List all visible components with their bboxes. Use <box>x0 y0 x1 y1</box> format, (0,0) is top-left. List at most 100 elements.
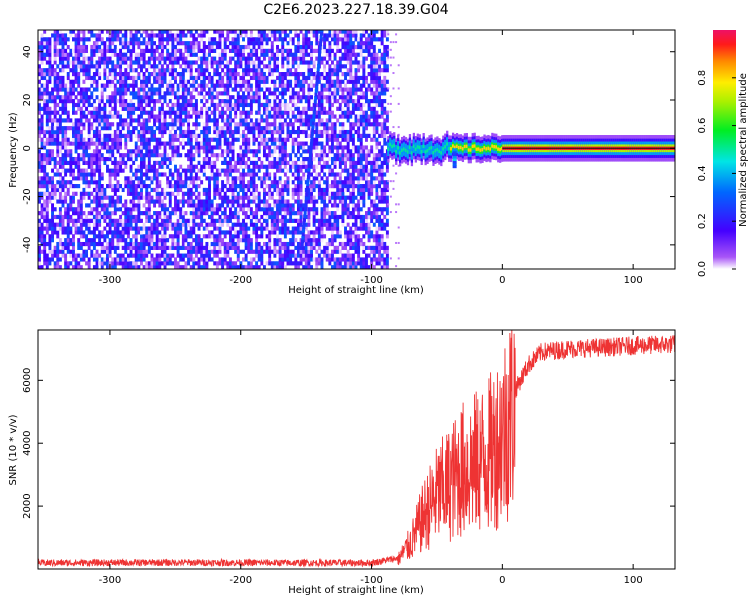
spectrogram-cell <box>160 83 164 88</box>
spectrogram-cell <box>66 72 70 77</box>
spectrogram-cell <box>310 195 313 200</box>
spectrogram-cell <box>92 87 96 92</box>
spectrogram-cell <box>200 91 204 96</box>
spectrogram-cell <box>283 72 287 77</box>
spectrogram-cell <box>82 153 86 158</box>
spectrogram-cell <box>197 234 201 239</box>
spectrogram-cell <box>228 72 232 77</box>
spectrogram-cell <box>134 41 138 46</box>
spectrogram-cell <box>56 245 60 250</box>
spectrogram-cell <box>336 187 340 193</box>
spectrogram-cell <box>270 261 274 266</box>
spectrogram-cell <box>187 141 191 146</box>
spectrogram-cell <box>215 83 219 88</box>
spectrogram-cell <box>231 195 235 200</box>
spectrogram-cell <box>179 253 183 258</box>
spectrogram-cell <box>155 176 159 181</box>
spectrogram-cell <box>200 68 204 73</box>
spectrogram-cell <box>278 238 282 243</box>
spectrogram-cell <box>330 95 334 100</box>
spectrogram-cell <box>74 64 78 69</box>
spectrogram-cell <box>179 83 183 88</box>
spectrogram-cell <box>296 79 300 84</box>
spectrogram-cell <box>64 261 68 266</box>
spectrogram-cell <box>281 265 285 269</box>
spectrogram-cell <box>236 41 240 46</box>
spectrogram-cell <box>189 102 193 108</box>
spectrogram-cell <box>255 222 259 227</box>
spectrogram-cell <box>158 245 162 250</box>
spectrogram-cell <box>176 191 180 196</box>
spectrogram-cell <box>106 37 109 42</box>
spectrogram-cell <box>103 75 107 81</box>
spectrogram-cell <box>45 72 49 77</box>
spectrogram-cell <box>95 83 99 88</box>
spectrogram-cell <box>189 211 193 216</box>
spectrogram-cell <box>236 156 240 162</box>
spectrogram-cell <box>239 199 243 204</box>
spectrogram-cell <box>38 265 41 269</box>
spectrogram-cell <box>270 222 274 227</box>
spectrogram-cell <box>155 48 159 53</box>
spectrogram-cell <box>328 149 332 154</box>
spectrogram-cell <box>106 64 109 69</box>
spectrogram-cell <box>142 145 146 150</box>
spectrogram-cell <box>294 137 298 142</box>
spectrogram-cell <box>79 44 83 50</box>
spectrogram-cell <box>72 253 75 258</box>
spectrogram-cell <box>210 214 214 220</box>
spectrogram-cell <box>265 199 269 204</box>
spectrogram-cell <box>257 44 261 50</box>
spectrogram-cell <box>184 211 188 216</box>
spectrogram-cell <box>187 241 191 247</box>
spectrogram-cell <box>192 102 196 108</box>
spectrogram-cell <box>64 99 68 104</box>
spectrogram-cell <box>100 214 104 220</box>
spectrogram-cell <box>171 137 175 142</box>
spectrogram-cell <box>239 52 243 57</box>
spectrogram-cell <box>289 214 293 220</box>
spectrogram-cell <box>210 257 214 262</box>
spectrogram-cell <box>124 241 128 247</box>
spectrogram-cell <box>231 265 235 269</box>
spectrogram-cell <box>106 207 109 212</box>
spectrogram-cell <box>40 41 44 46</box>
spectrogram-cell <box>189 41 193 46</box>
spectrogram-cell <box>113 48 117 53</box>
spectrogram-cell <box>51 211 54 216</box>
spectrogram-cell <box>51 187 54 193</box>
spectrogram-cell <box>187 203 191 208</box>
spectrogram-cell <box>77 203 81 208</box>
spectrogram-cell <box>244 160 248 166</box>
spectrogram-cell <box>296 218 300 223</box>
spectrogram-cell <box>286 72 290 77</box>
spectrogram-cell <box>197 184 201 189</box>
spectrogram-cell <box>53 245 57 250</box>
spectrogram-cell <box>137 114 141 119</box>
spectrogram-cell <box>184 106 188 111</box>
spectrogram-cell <box>163 211 167 216</box>
spectrogram-cell <box>66 218 70 223</box>
spectrogram-cell <box>242 56 245 61</box>
spectrogram-cell <box>244 214 248 220</box>
spectrogram-cell <box>38 110 41 115</box>
spectrogram-cell <box>113 222 117 227</box>
spectrogram-cell <box>325 72 329 77</box>
spectrogram-cell <box>231 106 235 111</box>
spectrogram-cell <box>283 87 287 92</box>
spectrogram-cell <box>218 52 222 57</box>
spectrogram-cell <box>45 126 49 131</box>
spectrogram-cell <box>194 30 198 34</box>
spectrogram-cell <box>38 261 41 266</box>
spectrogram-cell <box>134 33 138 38</box>
spectrogram-cell <box>231 87 235 92</box>
spectrogram-cell <box>100 234 104 239</box>
spectrogram-cell <box>296 241 300 247</box>
spectrogram-cell <box>106 203 109 208</box>
spectrogram-cell <box>38 234 41 239</box>
spectrogram-cell <box>171 106 175 111</box>
spectrogram-cell <box>336 249 340 254</box>
spectrogram-cell <box>171 156 175 162</box>
spectrogram-cell <box>187 133 191 138</box>
spectrogram-cell <box>166 253 170 258</box>
